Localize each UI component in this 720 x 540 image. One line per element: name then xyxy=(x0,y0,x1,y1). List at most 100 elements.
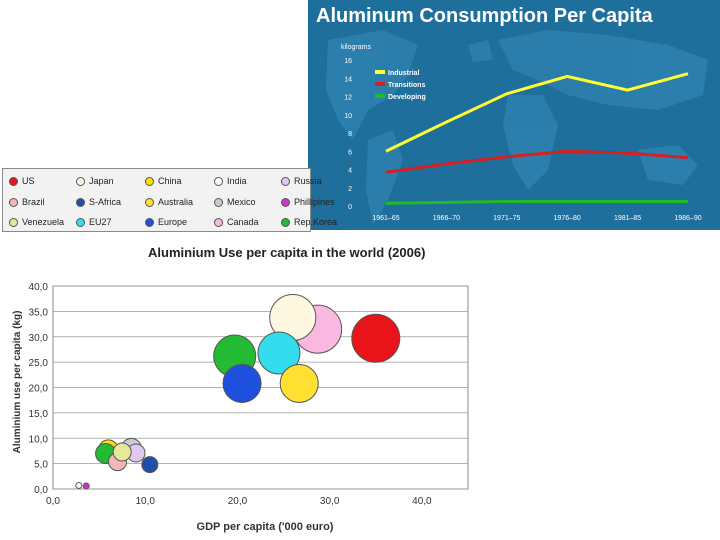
x-tick-label: 20,0 xyxy=(228,496,248,507)
x-tick-label: 1981–85 xyxy=(614,215,641,222)
legend-swatch-developing xyxy=(375,94,385,98)
x-tick-label: 1966–70 xyxy=(433,215,460,222)
series-line-transitions xyxy=(385,149,689,174)
x-tick-label: 40,0 xyxy=(412,496,432,507)
legend-label-transitions: Transitions xyxy=(388,82,425,89)
x-tick-label: 1986–90 xyxy=(674,215,701,222)
bubble-us xyxy=(351,313,401,363)
legend-item-india: India xyxy=(214,176,247,186)
y-tick-label: 35,0 xyxy=(29,307,49,318)
legend-item-mexico: Mexico xyxy=(214,197,256,207)
legend-swatch xyxy=(214,176,223,186)
scatter-chart-title: Aluminium Use per capita in the world (2… xyxy=(148,245,426,260)
y-tick-label: 15,0 xyxy=(29,409,49,420)
legend-label: Russia xyxy=(294,176,322,186)
legend-swatch xyxy=(76,217,85,227)
y-axis-label: Aluminium use per capita (kg) xyxy=(12,311,23,454)
legend-label: China xyxy=(158,176,182,186)
legend-label: Mexico xyxy=(227,197,256,207)
y-tick-label: 25,0 xyxy=(29,358,49,369)
bubble-phillipines xyxy=(82,482,90,490)
x-axis-label: GDP per capita ('000 euro) xyxy=(197,521,334,533)
legend-swatch xyxy=(76,176,85,186)
country-legend: US Japan China India Russia Brazil S-Africa Aus… xyxy=(2,168,337,232)
legend-label: India xyxy=(227,176,247,186)
legend-label-industrial: Industrial xyxy=(388,70,420,77)
legend-label: Canada xyxy=(227,217,259,227)
series-lines xyxy=(385,72,689,205)
x-tick-label: 1971–75 xyxy=(493,215,520,222)
legend-item-venezuela: Venezuela xyxy=(9,217,64,227)
aluminum-consumption-chart: Aluminum Consumption Per Capita kilogram… xyxy=(308,0,720,230)
legend-item-europe: Europe xyxy=(145,217,187,227)
bubble-s-africa xyxy=(141,456,159,474)
legend-item-japan: Japan xyxy=(76,176,114,186)
legend-label: Phillipines xyxy=(294,197,335,207)
y-tick-label: 40,0 xyxy=(29,282,49,293)
y-tick-labels: 0 2 4 6 8 10 12 14 16 xyxy=(344,58,352,211)
legend-swatch xyxy=(281,217,290,227)
y-tick-label: 0,0 xyxy=(34,485,48,496)
series-line-developing xyxy=(385,199,688,205)
legend-swatch-transitions xyxy=(375,82,385,86)
legend-label: Japan xyxy=(89,176,114,186)
legend-item-eu27: EU27 xyxy=(76,217,112,227)
legend-swatch xyxy=(9,197,18,207)
legend-swatch xyxy=(214,197,223,207)
world-map-background xyxy=(326,30,708,225)
y-tick-label: 6 xyxy=(348,149,352,156)
bubble-eu27 xyxy=(257,331,301,375)
x-tick-label: 30,0 xyxy=(320,496,340,507)
legend-label: Rep.Korea xyxy=(294,217,338,227)
legend-swatch xyxy=(145,217,154,227)
x-tick-labels: 0,0 10,0 20,0 30,0 40,0 xyxy=(46,496,432,507)
bubble-australia xyxy=(279,363,319,403)
legend-label: Venezuela xyxy=(22,217,65,227)
y-tick-label: 20,0 xyxy=(29,384,49,395)
y-axis-label: kilograms xyxy=(341,44,371,51)
x-tick-labels: 1961–65 1966–70 1971–75 1976–80 1981–85 1986–… xyxy=(372,215,701,222)
bubble-europe xyxy=(222,363,262,403)
legend-label: S-Africa xyxy=(89,197,122,207)
y-tick-label: 5,0 xyxy=(34,460,48,471)
bubble-venezuela xyxy=(112,442,132,462)
legend-item-rep-korea: Rep.Korea xyxy=(281,217,337,227)
legend-label-developing: Developing xyxy=(388,94,426,101)
legend-item-s-africa: S-Africa xyxy=(76,197,121,207)
y-tick-label: 30,0 xyxy=(29,333,49,344)
series-line-industrial xyxy=(385,72,689,153)
legend-label: EU27 xyxy=(89,217,112,227)
legend-item-russia: Russia xyxy=(281,176,322,186)
y-tick-label: 12 xyxy=(344,95,352,102)
legend-label: US xyxy=(22,176,35,186)
y-tick-label: 0 xyxy=(348,204,352,211)
legend-swatch xyxy=(145,197,154,207)
legend-swatch xyxy=(214,217,223,227)
legend-item-phillipines: Phillipines xyxy=(281,197,335,207)
legend-item-us: US xyxy=(9,176,35,186)
x-tick-label: 10,0 xyxy=(135,496,155,507)
y-tick-labels: 0,0 5,0 10,0 15,0 20,0 25,0 30,0 35,0 40,0 xyxy=(29,282,49,496)
x-tick-label: 1961–65 xyxy=(372,215,399,222)
legend-swatch-industrial xyxy=(375,70,385,74)
legend-swatch xyxy=(281,197,290,207)
legend-swatch xyxy=(281,176,290,186)
y-tick-label: 14 xyxy=(344,76,352,83)
legend-item-brazil: Brazil xyxy=(9,197,45,207)
top-chart-svg: Aluminum Consumption Per Capita kilogram… xyxy=(316,5,708,225)
legend-swatch xyxy=(145,176,154,186)
legend-swatch xyxy=(9,176,18,186)
legend-swatch xyxy=(9,217,18,227)
y-tick-label: 2 xyxy=(348,186,352,193)
legend-swatch xyxy=(76,197,85,207)
legend-label: Australia xyxy=(158,197,194,207)
legend-item-canada: Canada xyxy=(214,217,259,227)
y-tick-label: 10,0 xyxy=(29,434,49,445)
top-legend: Industrial Transitions Developing xyxy=(375,70,426,101)
bubble-india xyxy=(75,481,83,489)
bubble-chart: 0,0 5,0 10,0 15,0 20,0 25,0 30,0 35,0 40,0 0,0 10… xyxy=(12,282,469,533)
y-tick-label: 4 xyxy=(348,168,352,175)
bubbles xyxy=(75,293,401,490)
legend-item-australia: Australia xyxy=(145,197,193,207)
legend-item-china: China xyxy=(145,176,182,186)
